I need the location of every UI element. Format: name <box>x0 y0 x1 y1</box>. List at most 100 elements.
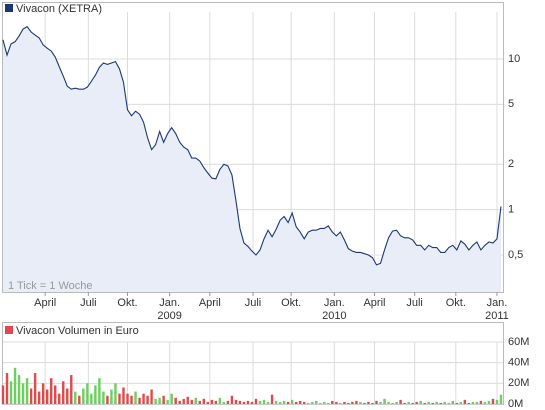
legend-swatch <box>5 4 13 12</box>
volume-bar <box>423 402 426 404</box>
volume-bar <box>238 400 242 404</box>
volume-bar <box>363 402 366 404</box>
area <box>3 26 501 292</box>
volume-bar <box>270 394 274 404</box>
volume-bar <box>174 397 177 404</box>
volume-bar <box>33 373 37 404</box>
volume-bar <box>58 393 61 404</box>
volume-bar <box>166 399 169 404</box>
x-tick-label: Juli <box>245 297 262 309</box>
volume-bar <box>94 385 97 404</box>
volume-bar <box>90 393 93 404</box>
volume-bar <box>443 401 446 404</box>
volume-bar <box>226 400 230 404</box>
legend-label: Vivacon (XETRA) <box>16 3 102 15</box>
volume-bar <box>194 397 197 404</box>
y-tick-label: 20M <box>508 377 529 389</box>
volume-bar <box>395 401 398 404</box>
volume-bar <box>371 402 374 404</box>
volume-bar <box>126 393 129 404</box>
volume-bar <box>45 389 49 404</box>
y-tick-label: 0M <box>508 398 523 410</box>
annotation: 1 Tick = 1 Woche <box>8 280 92 292</box>
y-tick-label: 5 <box>508 98 514 110</box>
volume-bar <box>375 400 378 404</box>
x-tick-label: Juli <box>80 297 97 309</box>
volume-bar <box>62 381 65 404</box>
volume-bar <box>70 375 73 404</box>
x-year-label: 2011 <box>485 310 509 322</box>
volume-bar <box>234 399 238 404</box>
volume-bar <box>499 394 503 404</box>
volume-bar <box>29 388 33 404</box>
x-year-label: 2010 <box>322 310 346 322</box>
volume-bar <box>343 401 346 404</box>
y-tick-label: 10 <box>508 53 520 65</box>
volume-bar <box>5 373 9 404</box>
volume-bar <box>37 391 41 404</box>
x-tick-label: Jan. <box>324 297 345 309</box>
volume-bar <box>202 398 206 404</box>
volume-bar <box>407 401 410 404</box>
volume-bar <box>303 401 306 404</box>
x-tick-label: April <box>199 297 221 309</box>
plot-layer <box>3 12 503 405</box>
volume-bar <box>463 399 467 404</box>
volume-bar <box>315 400 318 404</box>
x-tick-label: Jan. <box>487 297 508 309</box>
price-line <box>2 25 502 266</box>
volume-bar <box>138 397 141 404</box>
volume-bar <box>98 378 101 404</box>
volume-bar <box>419 400 422 404</box>
volume-bar <box>411 402 414 404</box>
volume-bar <box>178 400 181 404</box>
volume-bar <box>367 401 370 404</box>
volume-bar <box>74 391 77 404</box>
volume-bar <box>206 401 210 404</box>
volume-bar <box>487 400 491 404</box>
x-tick-label: Jan. <box>159 297 180 309</box>
x-year-label: 2009 <box>157 310 181 322</box>
x-tick-label: Okt. <box>446 297 466 309</box>
volume-bar <box>54 385 57 404</box>
volume-bar <box>41 383 45 404</box>
volume-bar <box>459 401 463 404</box>
volume-bar <box>307 402 310 404</box>
volume-bar <box>495 399 499 404</box>
volume-bar <box>170 393 173 404</box>
volume-bar <box>110 389 113 404</box>
volume-bar <box>447 402 450 404</box>
y-tick-label: 40M <box>508 357 529 369</box>
y-tick-label: 0,5 <box>508 249 523 261</box>
volume-bar <box>431 402 434 404</box>
volume-bar <box>347 402 350 404</box>
volume-bar <box>387 401 390 404</box>
volume-bar <box>1 385 5 404</box>
volume-bar <box>242 401 246 404</box>
volume-bar <box>475 401 479 404</box>
legend-label: Vivacon Volumen in Euro <box>16 325 139 337</box>
x-tick-label: April <box>34 297 56 309</box>
volume-bar <box>25 378 29 404</box>
volume-bar <box>278 401 282 404</box>
volume-bar <box>210 399 214 404</box>
x-tick-label: April <box>363 297 385 309</box>
volume-bar <box>286 401 290 404</box>
volume-bar <box>335 401 338 404</box>
volume-bar <box>162 395 165 404</box>
volume-bar <box>403 402 406 404</box>
volume-bar <box>150 389 153 404</box>
volume-bar <box>214 400 218 404</box>
volume-bar <box>114 383 117 404</box>
volume-bar <box>246 400 250 404</box>
x-tick-label: Juli <box>406 297 423 309</box>
volume-bar <box>266 401 270 404</box>
volume-bar <box>122 387 125 404</box>
volume-bar <box>250 401 254 404</box>
volume-bar <box>134 391 137 404</box>
volume-bar <box>198 400 201 404</box>
volume-bar <box>142 393 145 404</box>
volume-bar <box>327 402 330 404</box>
volume-bar <box>158 397 161 404</box>
